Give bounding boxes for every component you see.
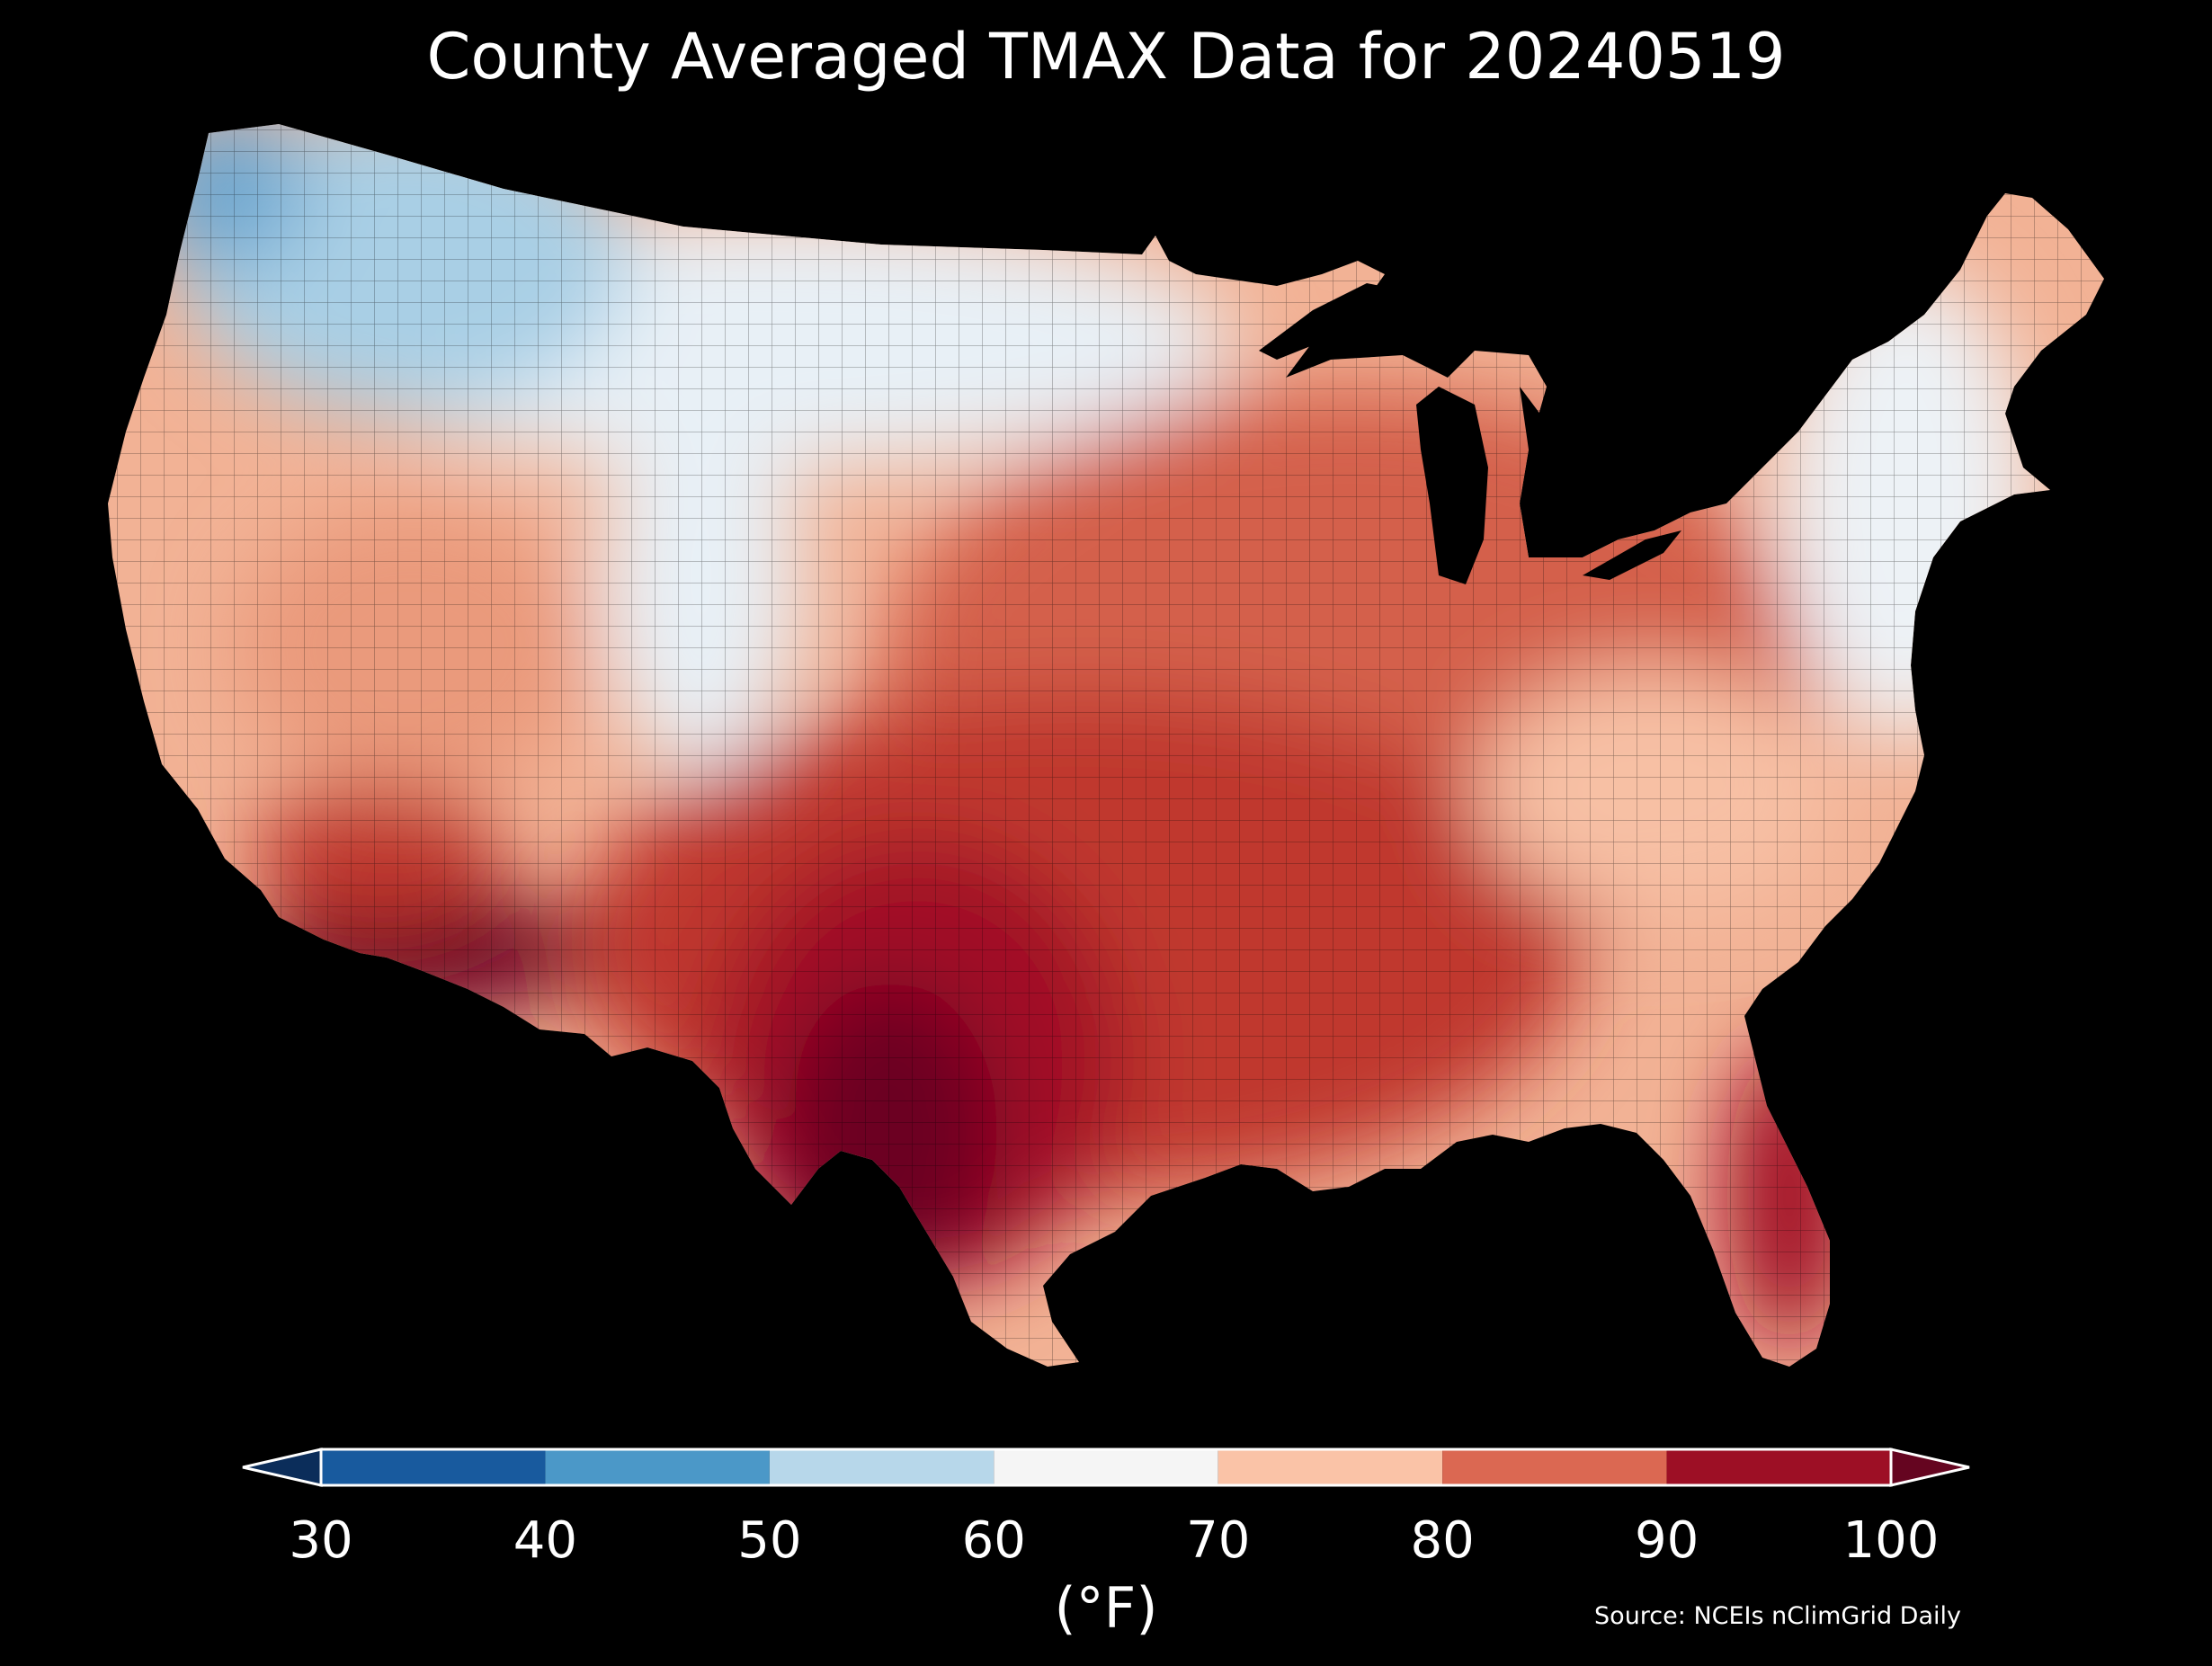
- colorbar-tick-label: 80: [1411, 1511, 1475, 1570]
- great-lakes: [1259, 283, 1681, 584]
- colorbar-tick-label: 40: [513, 1511, 577, 1570]
- colorbar-under-extension: [242, 1448, 323, 1487]
- colorbar-tick-label: 70: [1186, 1511, 1250, 1570]
- map-title: County Averaged TMAX Data for 20240519: [426, 20, 1786, 94]
- colorbar-bin-90-100: [1666, 1449, 1891, 1485]
- colorbar-tick-label: 60: [962, 1511, 1026, 1570]
- colorbar-tick-label: 100: [1843, 1511, 1940, 1570]
- lake-huron: [1520, 387, 1565, 490]
- colorbar-tick-label: 30: [289, 1511, 352, 1570]
- colorbar-border: [319, 1448, 1893, 1487]
- lake-erie: [1583, 530, 1681, 580]
- colorbar-tick-label: 50: [737, 1511, 801, 1570]
- colorbar-over-extension: [1889, 1448, 1970, 1487]
- colorbar-bin-40-50: [545, 1449, 770, 1485]
- colorbar-bin-60-70: [994, 1449, 1218, 1485]
- source-credit: Source: NCEIs nClimGrid Daily: [1594, 1602, 1961, 1630]
- colorbar-tick-label: 90: [1635, 1511, 1699, 1570]
- lake-michigan: [1416, 387, 1488, 584]
- lake-superior: [1259, 283, 1389, 360]
- colorbar-unit-label: (°F): [1054, 1575, 1158, 1641]
- colorbar-bin-30-40: [321, 1449, 546, 1485]
- colorbar-bin-70-80: [1217, 1449, 1443, 1485]
- colorbar-bin-80-90: [1442, 1449, 1667, 1485]
- colorbar-bin-50-60: [769, 1449, 995, 1485]
